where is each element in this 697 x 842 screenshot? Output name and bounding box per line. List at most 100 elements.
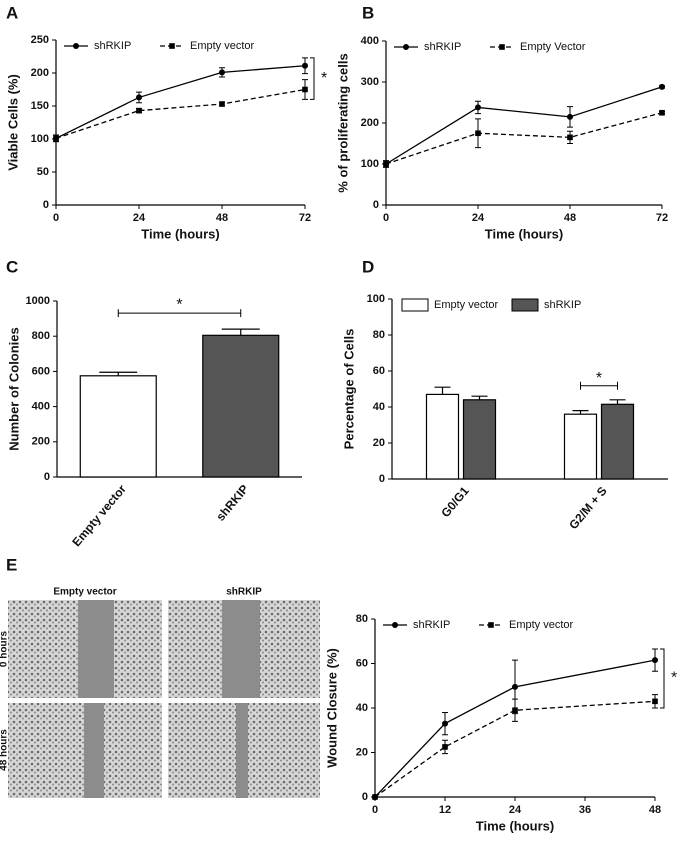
panel-label: D	[362, 257, 374, 276]
x-tick-label: G0/G1	[438, 484, 472, 520]
column-label: Empty vector	[53, 587, 116, 598]
marker	[659, 83, 665, 90]
bar	[79, 375, 157, 478]
marker	[567, 134, 573, 141]
y-tick-label: 0	[362, 791, 368, 803]
x-tick-label: 0	[372, 804, 378, 816]
legend-label: shRKIP	[544, 299, 581, 311]
legend-marker	[488, 622, 494, 628]
marker	[475, 130, 481, 137]
x-tick-label: 36	[579, 804, 591, 816]
wound-gap	[222, 600, 260, 698]
series-line	[374, 659, 656, 798]
y-tick-label: 250	[31, 34, 49, 46]
marker	[512, 707, 518, 714]
x-tick-label: 24	[509, 804, 522, 816]
wound-gap	[236, 703, 248, 798]
marker	[567, 113, 573, 120]
marker	[372, 794, 378, 800]
panel-label: C	[6, 257, 18, 276]
legend-label: Empty vector	[509, 619, 574, 631]
series-line	[55, 88, 306, 139]
series-line	[55, 65, 306, 139]
legend-label: shRKIP	[413, 619, 450, 631]
x-axis-label: Time (hours)	[141, 226, 220, 241]
y-tick-label: 50	[37, 166, 49, 178]
marker	[512, 683, 518, 690]
marker	[136, 94, 142, 101]
y-axis-label: Wound Closure (%)	[324, 648, 339, 768]
significance-bracket	[660, 648, 665, 709]
legend-label: shRKIP	[94, 40, 131, 52]
legend-marker	[392, 622, 398, 628]
marker	[442, 744, 448, 750]
significance-label: *	[321, 70, 327, 87]
y-tick-label: 20	[356, 746, 368, 758]
marker	[475, 104, 481, 111]
error-bar	[221, 328, 260, 336]
legend-swatch	[401, 298, 429, 312]
bar	[600, 403, 635, 480]
significance-label: *	[671, 670, 677, 687]
bar	[202, 334, 280, 478]
legend-marker	[73, 43, 79, 49]
legend-label: Empty vector	[434, 299, 499, 311]
x-tick-label: 0	[53, 212, 59, 224]
legend-label: Empty Vector	[520, 41, 586, 53]
y-axis-label: Number of Colonies	[6, 327, 21, 451]
y-tick-label: 1000	[26, 295, 50, 307]
y-tick-label: 150	[31, 100, 49, 112]
significance-bracket	[117, 309, 242, 318]
x-axis-label: Time (hours)	[476, 818, 555, 833]
legend-label: Empty vector	[190, 40, 255, 52]
x-tick-label: G2/M + S	[566, 484, 610, 532]
y-tick-label: 100	[367, 293, 385, 305]
x-tick-label: 72	[299, 212, 311, 224]
significance-bracket	[580, 381, 618, 390]
bar	[425, 393, 460, 480]
x-tick-label: 72	[656, 212, 668, 224]
column-label: shRKIP	[226, 587, 262, 598]
y-tick-label: 80	[356, 613, 368, 625]
marker	[652, 698, 658, 705]
series-line	[374, 700, 656, 798]
marker	[219, 101, 225, 107]
x-tick-label: 48	[649, 804, 661, 816]
significance-label: *	[176, 296, 182, 313]
legend-marker	[403, 44, 409, 50]
x-tick-label: 48	[564, 212, 576, 224]
y-tick-label: 80	[373, 329, 385, 341]
marker	[652, 657, 658, 664]
y-tick-label: 40	[373, 401, 385, 413]
row-label: 48 hours	[0, 729, 10, 771]
x-tick-label: shRKIP	[213, 482, 251, 524]
error-bar	[434, 386, 451, 395]
y-tick-label: 40	[356, 702, 368, 714]
significance-bracket	[310, 57, 315, 100]
marker	[383, 161, 389, 167]
x-axis-label: Time (hours)	[485, 226, 564, 241]
y-tick-label: 300	[361, 76, 379, 88]
marker	[219, 69, 225, 76]
y-tick-label: 400	[32, 401, 50, 413]
marker	[302, 62, 308, 69]
x-tick-label: 24	[133, 212, 146, 224]
legend-swatch	[511, 298, 539, 312]
x-tick-label: 48	[216, 212, 228, 224]
series-line	[385, 112, 663, 165]
legend-marker	[499, 44, 505, 50]
y-tick-label: 400	[361, 35, 379, 47]
panel-label: B	[362, 3, 374, 22]
wound-gap	[78, 600, 114, 698]
y-tick-label: 600	[32, 365, 50, 377]
y-tick-label: 800	[32, 330, 50, 342]
y-tick-label: 0	[43, 199, 49, 211]
marker	[302, 86, 308, 93]
marker	[442, 720, 448, 727]
y-tick-label: 60	[356, 657, 368, 669]
marker	[53, 135, 59, 142]
wound-gap	[84, 703, 104, 798]
y-tick-label: 100	[361, 158, 379, 170]
x-tick-label: Empty vector	[69, 482, 129, 549]
